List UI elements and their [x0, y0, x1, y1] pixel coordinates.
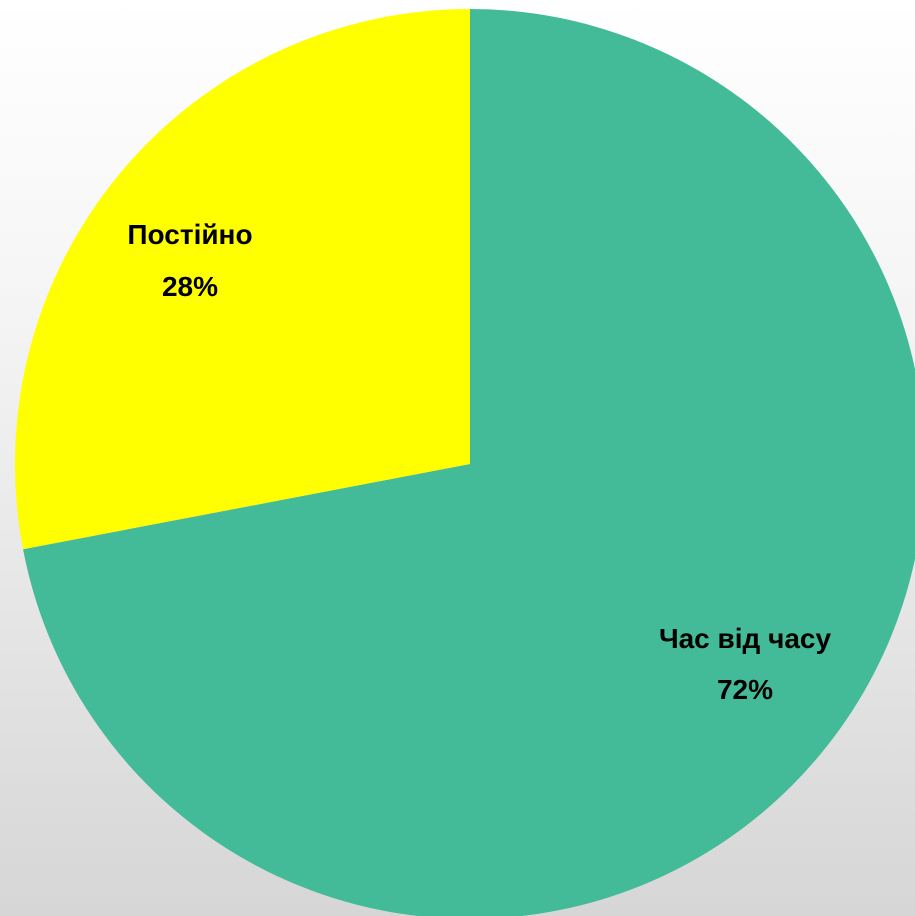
pie-slices	[15, 9, 915, 916]
slice-label-name: Постійно	[127, 219, 252, 250]
pie-slice-1	[15, 9, 471, 550]
pie-slice-0	[23, 9, 915, 916]
pie-labels: Час від часу 72% Постійно 28%	[127, 219, 831, 705]
slice-label-percent: 28%	[162, 271, 218, 302]
slice-label-percent: 72%	[717, 674, 773, 705]
slice-label-name: Час від часу	[659, 623, 832, 654]
